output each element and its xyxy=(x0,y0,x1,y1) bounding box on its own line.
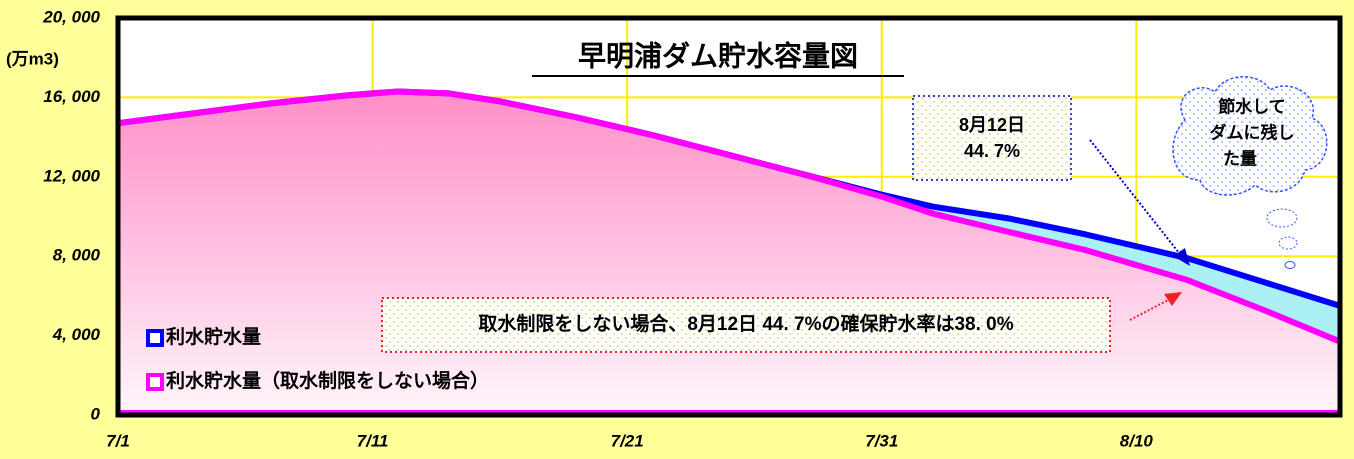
x-tick-label: 7/31 xyxy=(865,431,898,450)
y-tick-label: 12, 000 xyxy=(43,166,100,185)
cloud-bubble xyxy=(1266,208,1298,228)
legend-label: 利水貯水量（取水制限をしない場合） xyxy=(166,369,489,392)
annotation: 44. 7% xyxy=(964,141,1020,161)
y-tick-label: 16, 000 xyxy=(43,87,100,106)
cloud-bubble xyxy=(1278,236,1298,250)
cloud-bubble xyxy=(1284,261,1296,269)
arrowhead xyxy=(1173,248,1190,266)
legend-swatch xyxy=(146,373,164,391)
annotation-arrow xyxy=(1089,139,1184,259)
annotation: 節水して xyxy=(1217,96,1286,116)
y-tick-label: 8, 000 xyxy=(53,246,101,265)
annotation-box xyxy=(912,95,1072,181)
legend-swatch xyxy=(146,329,164,347)
x-tick-label: 8/10 xyxy=(1120,431,1154,450)
chart-title: 早明浦ダム貯水容量図 xyxy=(578,39,858,71)
annotation: 8月12日 xyxy=(959,115,1025,135)
x-tick-label: 7/1 xyxy=(106,431,130,450)
annotation-box xyxy=(381,297,1111,353)
y-tick-label: 4, 000 xyxy=(52,325,101,344)
annotation: 取水制限をしない場合、8月12日 44. 7%の確保貯水率は38. 0% xyxy=(478,312,1013,335)
arrowhead xyxy=(1164,292,1182,306)
cloud xyxy=(1172,76,1328,196)
annotation: ダムに残し xyxy=(1210,122,1295,142)
series-line xyxy=(117,88,1342,345)
annotation: た量 xyxy=(1223,148,1257,168)
y-axis-label: (万m3) xyxy=(6,49,59,68)
x-tick-label: 7/11 xyxy=(357,431,389,450)
y-tick-label: 0 xyxy=(91,404,101,423)
legend-label: 利水貯水量 xyxy=(166,325,261,348)
x-tick-label: 7/21 xyxy=(611,431,644,450)
y-tick-label: 20, 000 xyxy=(42,7,100,26)
plot-border xyxy=(115,15,1343,418)
